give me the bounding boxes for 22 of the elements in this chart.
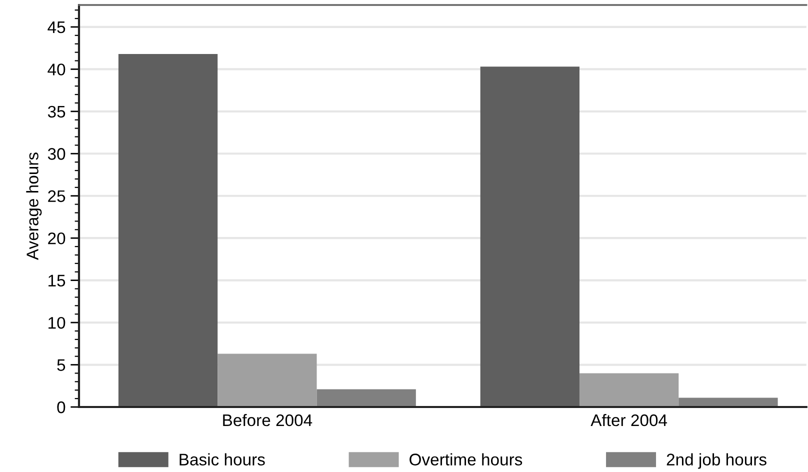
legend-label: 2nd job hours	[666, 453, 766, 469]
y-tick-label: 45	[48, 22, 66, 34]
bar	[118, 54, 218, 407]
bar	[316, 389, 416, 407]
y-tick-label: 15	[48, 274, 66, 287]
x-tick-label: After 2004	[590, 414, 668, 426]
legend-label: Overtime hours	[410, 453, 522, 466]
y-tick-label: 30	[48, 148, 66, 160]
y-tick-label: 10	[48, 316, 66, 329]
bar	[218, 354, 317, 407]
y-tick-label: 40	[48, 64, 66, 76]
y-axis-title: Average hours	[26, 152, 42, 260]
x-tick-label: Before 2004	[223, 414, 312, 426]
y-tick-label: 35	[48, 106, 66, 118]
y-tick-label: 20	[48, 232, 66, 244]
y-tick-label: 0	[57, 401, 66, 414]
legend-label: Basic hours	[180, 453, 265, 466]
bar	[480, 66, 580, 407]
y-tick-label: 5	[57, 359, 66, 371]
bar	[678, 398, 778, 407]
y-tick-label: 25	[48, 190, 66, 202]
bar	[579, 373, 679, 407]
